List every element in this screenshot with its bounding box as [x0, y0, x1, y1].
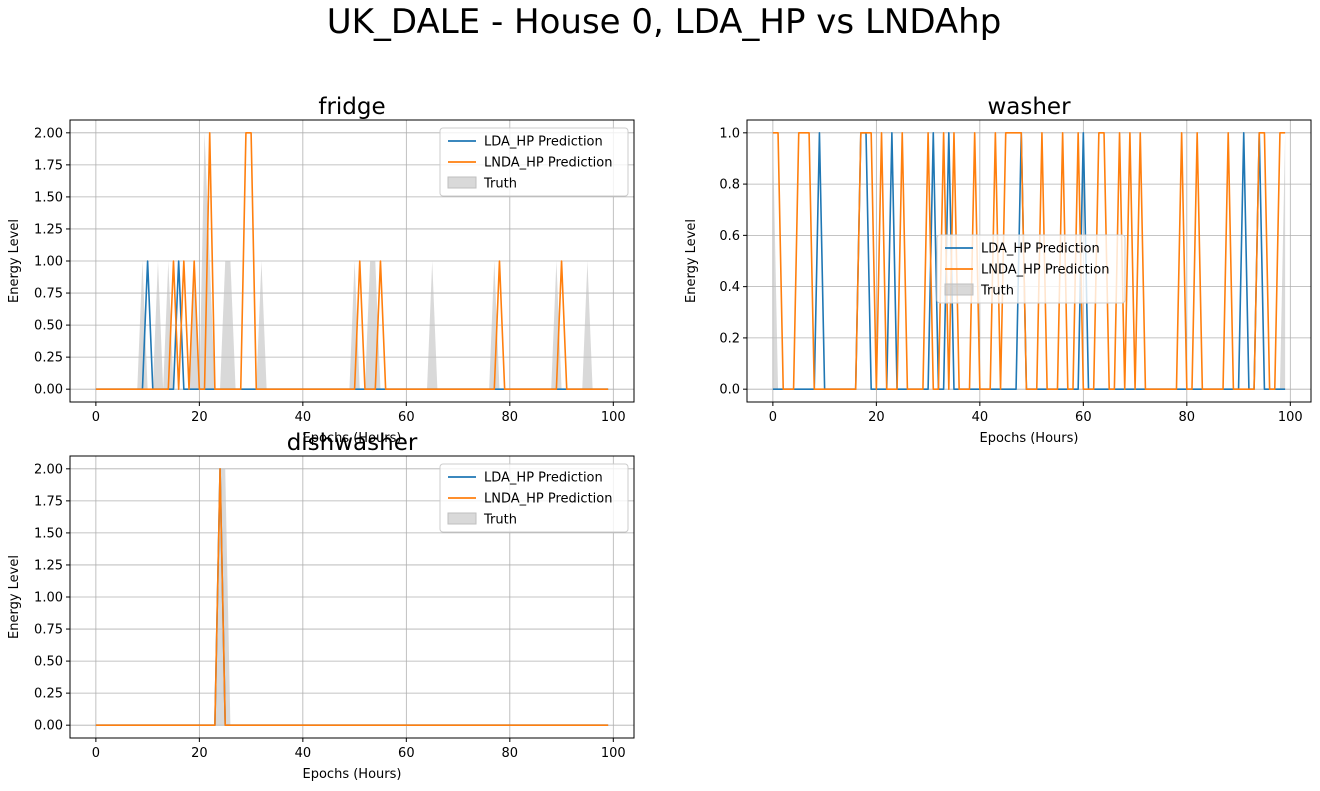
- fridge-y-tick-label: 1.50: [34, 190, 63, 205]
- washer-x-tick-label: 100: [1278, 410, 1303, 425]
- dishwasher-legend-label: LDA_HP Prediction: [484, 471, 603, 486]
- dishwasher-legend-box: [439, 463, 629, 533]
- washer-y-tick-label: 0.8: [719, 178, 740, 193]
- washer-title: washer: [987, 94, 1071, 120]
- fridge-y-tick-label: 0.75: [34, 287, 63, 302]
- washer-y-tick-label: 0.2: [719, 331, 740, 346]
- dishwasher-x-axis-label: Epochs (Hours): [303, 767, 402, 782]
- washer-y-tick-label: 1.0: [719, 126, 740, 141]
- fridge-legend-label: LDA_HP Prediction: [484, 135, 603, 150]
- washer-x-tick-label: 60: [1075, 410, 1092, 425]
- fridge-y-tick-label: 1.00: [34, 255, 63, 270]
- dishwasher-y-tick-label: 0.00: [34, 719, 63, 734]
- dishwasher-x-tick-label: 0: [92, 746, 100, 761]
- fridge-x-tick-label: 60: [398, 410, 415, 425]
- dishwasher-title: dishwasher: [287, 430, 418, 456]
- fridge-lnda-hp-line: [95, 132, 609, 390]
- washer-x-tick-label: 0: [769, 410, 777, 425]
- dishwasher-legend: LDA_HP Prediction LNDA_HP Prediction Truth: [439, 463, 629, 533]
- fridge-y-tick-label: 1.25: [34, 222, 63, 237]
- fridge-y-axis-label: Energy Level: [7, 219, 22, 303]
- dishwasher-legend-label: LNDA_HP Prediction: [484, 492, 612, 507]
- washer-y-tick-label: 0.6: [719, 229, 740, 244]
- dishwasher-y-tick-label: 0.25: [34, 687, 63, 702]
- dishwasher-x-tick-label: 80: [502, 746, 519, 761]
- fridge-x-tick-label: 20: [191, 410, 208, 425]
- washer-x-tick-label: 40: [972, 410, 989, 425]
- washer-legend-box: [936, 234, 1126, 304]
- washer-axes-frame: [746, 119, 1312, 403]
- fridge-legend-truth-swatch: [447, 176, 477, 189]
- washer-x-tick-label: 80: [1179, 410, 1196, 425]
- dishwasher-y-tick-label: 1.75: [34, 494, 63, 509]
- dishwasher-x-tick-label: 60: [398, 746, 415, 761]
- dishwasher-x-tick-label: 40: [295, 746, 312, 761]
- fridge-y-tick-label: 2.00: [34, 126, 63, 141]
- fridge-legend-box: [439, 127, 629, 197]
- dishwasher-legend-truth-swatch: [447, 512, 477, 525]
- fridge-y-tick-label: 0.50: [34, 319, 63, 334]
- fridge-y-tick-label: 1.75: [34, 158, 63, 173]
- dishwasher-y-tick-label: 1.00: [34, 591, 63, 606]
- washer-x-axis-label: Epochs (Hours): [980, 431, 1079, 446]
- fridge-legend-label: Truth: [483, 177, 517, 192]
- washer-x-tick-label: 20: [868, 410, 885, 425]
- dishwasher-x-tick-label: 100: [601, 746, 626, 761]
- dishwasher-y-tick-label: 0.75: [34, 623, 63, 638]
- fridge-x-axis-label: Epochs (Hours): [303, 431, 402, 446]
- fridge-x-tick-label: 80: [502, 410, 519, 425]
- fridge-legend: LDA_HP Prediction LNDA_HP Prediction Truth: [439, 127, 629, 197]
- dishwasher-y-tick-label: 2.00: [34, 462, 63, 477]
- dishwasher-legend-label: Truth: [483, 513, 517, 528]
- figure-title: UK_DALE - House 0, LDA_HP vs LNDAhp: [326, 2, 1002, 42]
- dishwasher-axes: 0 20 40 60 80 100 0.00 0.25 0.50 0.75 1.00 1.25 1.50…: [7, 430, 635, 782]
- washer-legend-truth-swatch: [944, 283, 974, 296]
- fridge-x-tick-label: 0: [92, 410, 100, 425]
- washer-legend-label: Truth: [980, 284, 1014, 299]
- fridge-y-tick-label: 0.00: [34, 383, 63, 398]
- washer-y-axis-label: Energy Level: [684, 219, 699, 303]
- washer-y-tick-label: 0.0: [719, 383, 740, 398]
- washer-legend-label: LDA_HP Prediction: [981, 242, 1100, 257]
- fridge-x-tick-label: 100: [601, 410, 626, 425]
- dishwasher-y-tick-label: 0.50: [34, 655, 63, 670]
- washer-legend-label: LNDA_HP Prediction: [981, 263, 1109, 278]
- fridge-title: fridge: [318, 94, 385, 120]
- washer-legend: LDA_HP Prediction LNDA_HP Prediction Truth: [936, 234, 1126, 304]
- fridge-truth-area: [95, 132, 609, 390]
- fridge-x-tick-label: 40: [295, 410, 312, 425]
- dishwasher-y-tick-label: 1.25: [34, 558, 63, 573]
- fridge-y-tick-label: 0.25: [34, 351, 63, 366]
- washer-y-tick-label: 0.4: [719, 280, 740, 295]
- dishwasher-lnda-hp-line: [95, 468, 609, 726]
- fridge-legend-label: LNDA_HP Prediction: [484, 156, 612, 171]
- dishwasher-x-tick-label: 20: [191, 746, 208, 761]
- washer-lnda-hp-line: [772, 132, 1286, 390]
- washer-axes: 0 20 40 60 80 100 0.0 0.2 0.4 0.6 0.8 1.0 washer Epoc…: [684, 94, 1312, 446]
- fridge-axes: 0 20 40 60 80 100 0.00 0.25 0.50 0.75 1.00 1.25 1.50…: [7, 94, 635, 446]
- dishwasher-y-axis-label: Energy Level: [7, 555, 22, 639]
- dishwasher-y-tick-label: 1.50: [34, 526, 63, 541]
